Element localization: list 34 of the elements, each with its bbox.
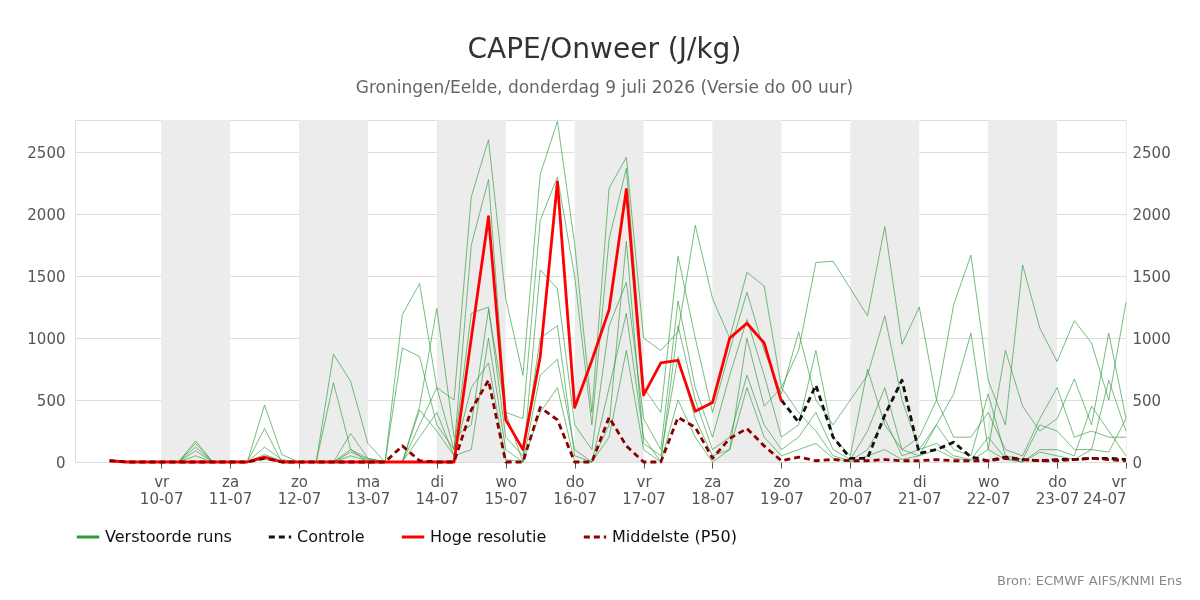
- x-tick-label: vr 24-07: [1082, 472, 1128, 508]
- legend-label: Verstoorde runs: [105, 527, 232, 546]
- x-tick-label: za 11-07: [208, 472, 253, 508]
- x-tick-label: di 14-07: [415, 472, 460, 508]
- y2-tick-label: 2000: [1132, 205, 1171, 224]
- x-tick-label: zo 19-07: [760, 472, 804, 508]
- x-tick-label: ma 20-07: [829, 472, 873, 508]
- y-tick-label: 1000: [27, 329, 66, 348]
- y2-tick-label: 1500: [1132, 267, 1171, 286]
- y-tick-label: 500: [36, 391, 66, 410]
- y2-tick-label: 0: [1132, 453, 1143, 472]
- x-tick-label: ma 13-07: [346, 472, 391, 508]
- y-tick-label: 0: [55, 453, 66, 472]
- x-tick-label: zo 12-07: [277, 472, 322, 508]
- y2-tick-label: 1000: [1132, 329, 1171, 348]
- x-tick-label: di 21-07: [897, 472, 942, 508]
- x-tick-label: wo 15-07: [484, 472, 529, 508]
- x-tick-label: do 23-07: [1035, 472, 1080, 508]
- chart-subtitle: Groningen/Eelde, donderdag 9 juli 2026 (Versie do 00 uur): [355, 77, 854, 97]
- legend-label: Middelste (P50): [612, 527, 737, 546]
- x-tick-label: za 18-07: [691, 472, 735, 508]
- y-tick-label: 2000: [27, 205, 66, 224]
- x-tick-label: vr 17-07: [622, 472, 666, 508]
- x-tick-label: vr 10-07: [139, 472, 184, 508]
- text: Bron: ECMWF AIFS/KNMI Ens: [997, 573, 1183, 588]
- y2-tick-label: 2500: [1132, 143, 1171, 162]
- x-tick-label: wo 22-07: [966, 472, 1011, 508]
- x-tick-label: do 16-07: [553, 472, 597, 508]
- y-tick-label: 1500: [27, 267, 66, 286]
- y2-tick-label: 500: [1132, 391, 1162, 410]
- chart-title: CAPE/Onweer (J/kg): [467, 32, 742, 65]
- legend-label: Hoge resolutie: [430, 527, 547, 546]
- legend-label: Controle: [297, 527, 365, 546]
- y-tick-label: 2500: [27, 143, 66, 162]
